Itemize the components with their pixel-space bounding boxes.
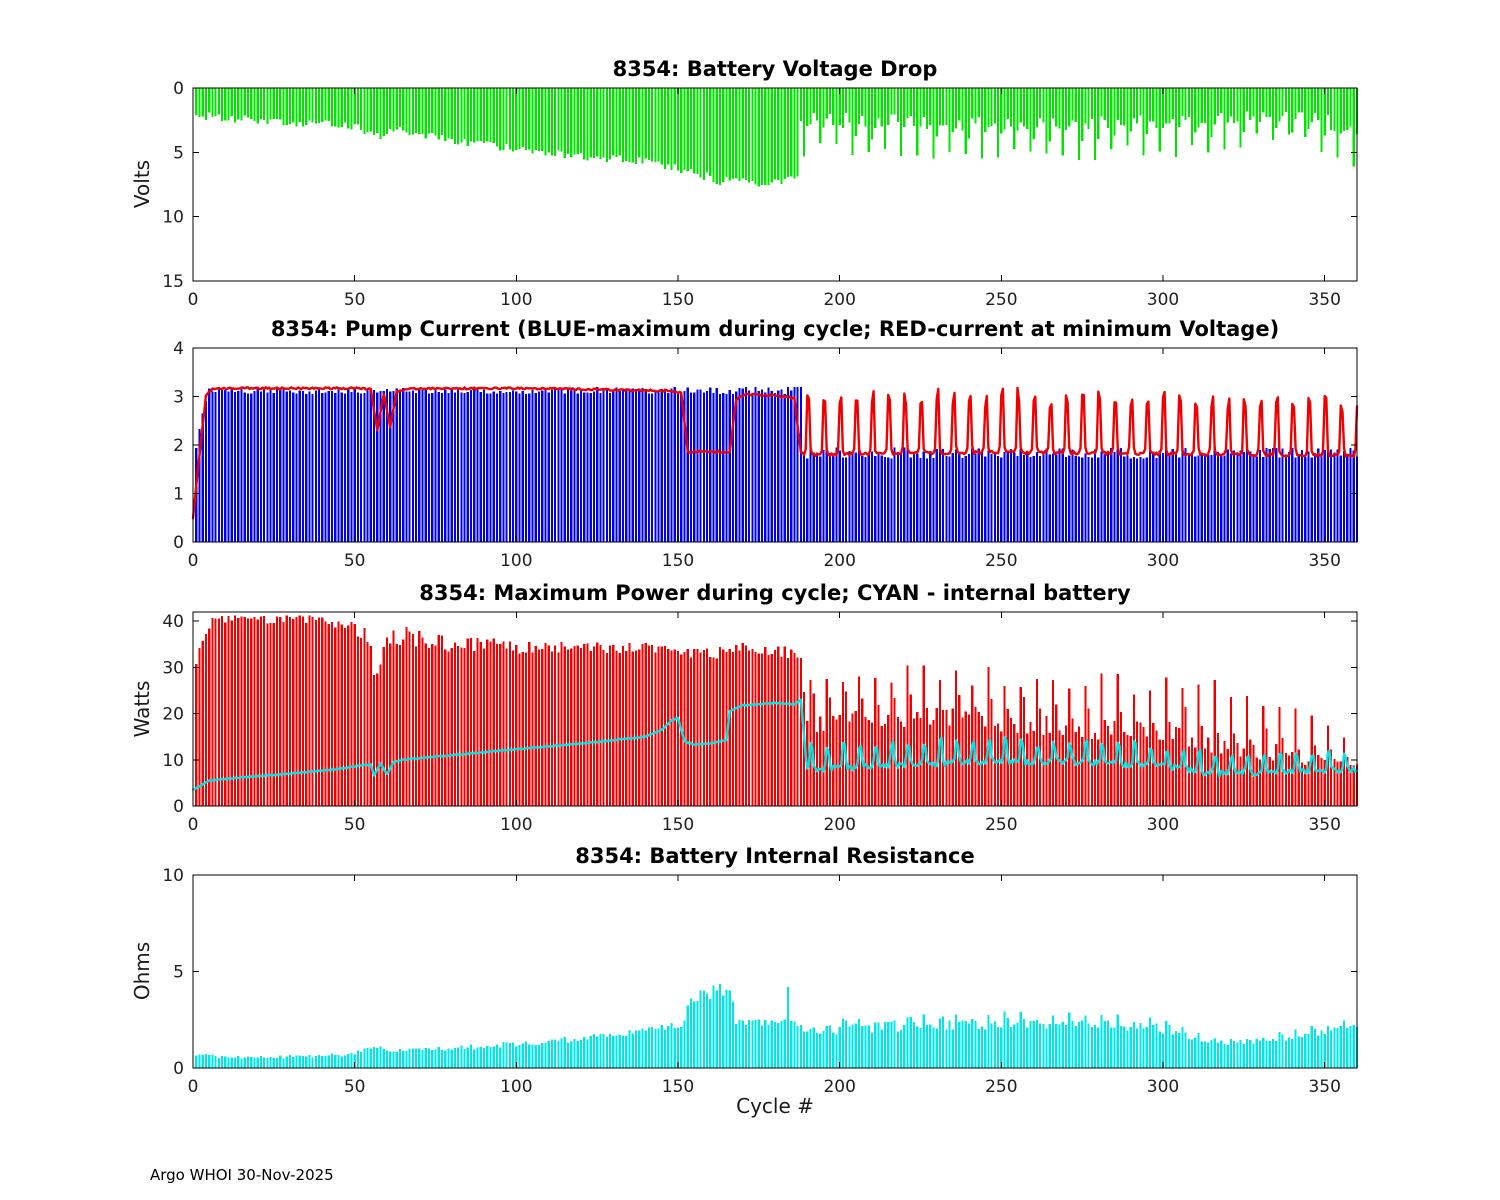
chart-0: 0 50 100 150 200 250 300 350 0 5 10 15 [162, 79, 1359, 310]
chart-3: 0 50 100 150 200 250 300 350 0 5 10 [162, 866, 1359, 1097]
y-tick-label: 40 [162, 612, 184, 632]
y-tick-label: 5 [173, 963, 184, 983]
y-tick-label: 10 [162, 866, 184, 886]
chart-title-voltage-drop: 8354: Battery Voltage Drop [612, 57, 938, 81]
x-tick-label: 150 [662, 815, 694, 835]
x-tick-label: 300 [1147, 815, 1179, 835]
x-tick-label: 100 [500, 290, 532, 310]
y-axis-label-ohms: Ohms [130, 941, 154, 1001]
battery-voltage-drop-bars [195, 88, 1359, 187]
max-power-bars [195, 615, 1359, 806]
x-tick-label: 350 [1308, 551, 1340, 571]
chart-0-axes [192, 87, 1358, 282]
chart-2-axes [192, 611, 1358, 807]
chart-1-axes [192, 347, 1358, 543]
x-tick-label: 300 [1147, 551, 1179, 571]
y-tick-label: 30 [162, 658, 184, 678]
x-tick-label: 0 [188, 815, 199, 835]
x-tick-label: 200 [823, 551, 855, 571]
figure-footer: Argo WHOI 30-Nov-2025 [150, 1166, 334, 1184]
x-tick-label: 0 [188, 1077, 199, 1097]
y-tick-label: 3 [173, 388, 184, 408]
x-tick-label: 250 [985, 815, 1017, 835]
x-tick-label: 150 [662, 290, 694, 310]
y-tick-label: 4 [173, 339, 184, 359]
x-tick-label: 250 [985, 551, 1017, 571]
x-tick-label: 200 [823, 290, 855, 310]
chart-1: 0 50 100 150 200 250 300 350 0 1 2 3 4 [173, 339, 1359, 571]
y-tick-label: 10 [162, 208, 184, 228]
x-tick-label: 50 [344, 1077, 366, 1097]
x-tick-label: 50 [344, 551, 366, 571]
chart-title-max-power: 8354: Maximum Power during cycle; CYAN -… [419, 581, 1131, 605]
y-axis-label-volts: Volts [130, 159, 154, 209]
x-tick-label: 150 [662, 551, 694, 571]
y-tick-label: 0 [173, 797, 184, 817]
x-tick-label: 300 [1147, 290, 1179, 310]
y-tick-label: 15 [162, 272, 184, 292]
x-tick-label: 100 [500, 1077, 532, 1097]
x-tick-label: 250 [985, 1077, 1017, 1097]
chart-title-internal-resistance: 8354: Battery Internal Resistance [575, 844, 975, 868]
chart-title-pump-current: 8354: Pump Current (BLUE-maximum during … [270, 317, 1280, 341]
chart-3-axes [192, 874, 1358, 1069]
pump-current-max-bars [195, 386, 1359, 542]
x-tick-label: 100 [500, 551, 532, 571]
y-axis-label-watts: Watts [130, 680, 154, 738]
x-tick-label: 0 [188, 290, 199, 310]
y-tick-label: 0 [173, 79, 184, 99]
x-tick-label: 0 [188, 551, 199, 571]
x-tick-label: 100 [500, 815, 532, 835]
x-tick-label: 50 [344, 815, 366, 835]
y-tick-label: 20 [162, 705, 184, 725]
x-tick-label: 350 [1308, 815, 1340, 835]
y-tick-label: 0 [173, 1059, 184, 1079]
x-tick-label: 200 [823, 815, 855, 835]
battery-internal-resistance-bars [195, 984, 1359, 1068]
x-tick-label: 250 [985, 290, 1017, 310]
y-tick-label: 0 [173, 533, 184, 553]
chart-2: 0 50 100 150 200 250 300 350 0 10 20 30 40 [162, 611, 1359, 835]
y-tick-label: 5 [173, 143, 184, 163]
internal-battery-power-line [191, 698, 1359, 791]
x-tick-label: 350 [1308, 1077, 1340, 1097]
x-tick-label: 200 [823, 1077, 855, 1097]
x-tick-label: 300 [1147, 1077, 1179, 1097]
x-axis-label: Cycle # [736, 1094, 814, 1118]
x-tick-label: 50 [344, 290, 366, 310]
x-tick-label: 150 [662, 1077, 694, 1097]
y-tick-label: 1 [173, 485, 184, 505]
current-at-min-voltage-line [191, 386, 1359, 520]
y-tick-label: 2 [173, 436, 184, 456]
y-tick-label: 10 [162, 751, 184, 771]
x-tick-label: 350 [1308, 290, 1340, 310]
